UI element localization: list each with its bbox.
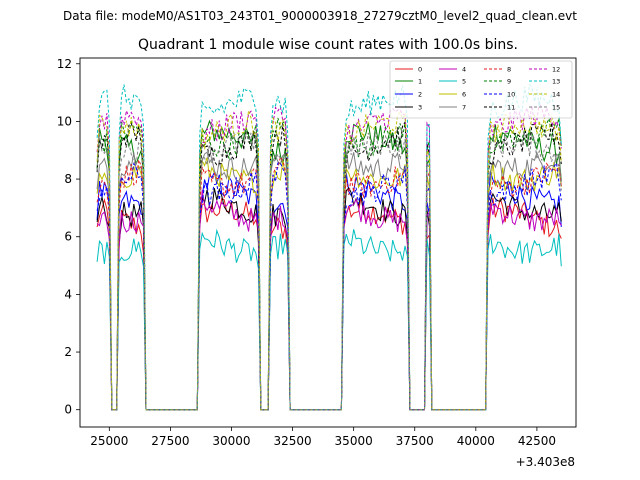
y-tick-label: 8 — [64, 172, 72, 186]
x-tick-label: 32500 — [273, 434, 311, 448]
legend-label-2: 2 — [418, 91, 422, 99]
series-line-14 — [96, 110, 562, 411]
suptitle: Data file: modeM0/AS1T03_243T01_90000039… — [63, 9, 577, 23]
y-tick-label: 12 — [57, 57, 72, 71]
legend-label-6: 6 — [462, 91, 466, 99]
x-tick-label: 35000 — [335, 434, 373, 448]
legend-label-7: 7 — [462, 104, 466, 112]
legend-label-12: 12 — [552, 66, 560, 74]
legend-label-3: 3 — [418, 104, 422, 112]
legend-label-0: 0 — [418, 66, 422, 74]
x-offset-label: +3.403e8 — [516, 455, 575, 469]
legend-label-15: 15 — [552, 104, 560, 112]
legend-label-1: 1 — [418, 78, 422, 86]
x-tick-label: 37500 — [396, 434, 434, 448]
y-tick-label: 4 — [64, 287, 72, 301]
x-tick-label: 27500 — [151, 434, 189, 448]
series-lines — [96, 83, 562, 411]
plot-frame — [79, 57, 577, 428]
y-tick-label: 2 — [64, 345, 72, 359]
legend-label-14: 14 — [552, 91, 560, 99]
y-tick-label: 6 — [64, 230, 72, 244]
x-tick-label: 40000 — [457, 434, 495, 448]
x-axis: 25000 27500 30000 32500 35000 37500 40000 42500 — [90, 427, 556, 448]
x-tick-label: 25000 — [90, 434, 128, 448]
legend-label-4: 4 — [462, 66, 466, 74]
chart-title: Quadrant 1 module wise count rates with … — [138, 37, 518, 53]
x-tick-label: 42500 — [518, 434, 556, 448]
y-tick-label: 0 — [64, 403, 72, 417]
legend-label-9: 9 — [507, 78, 511, 86]
x-tick-label: 30000 — [212, 434, 250, 448]
legend-box — [389, 60, 573, 119]
legend-label-10: 10 — [507, 91, 515, 99]
y-tick-label: 10 — [57, 114, 72, 128]
legend-label-11: 11 — [507, 104, 515, 112]
series-line-15 — [96, 131, 562, 411]
legend-label-5: 5 — [462, 78, 466, 86]
y-axis: 0 2 4 6 8 10 12 — [57, 57, 80, 417]
legend-label-13: 13 — [552, 78, 560, 86]
legend-label-8: 8 — [507, 66, 511, 74]
